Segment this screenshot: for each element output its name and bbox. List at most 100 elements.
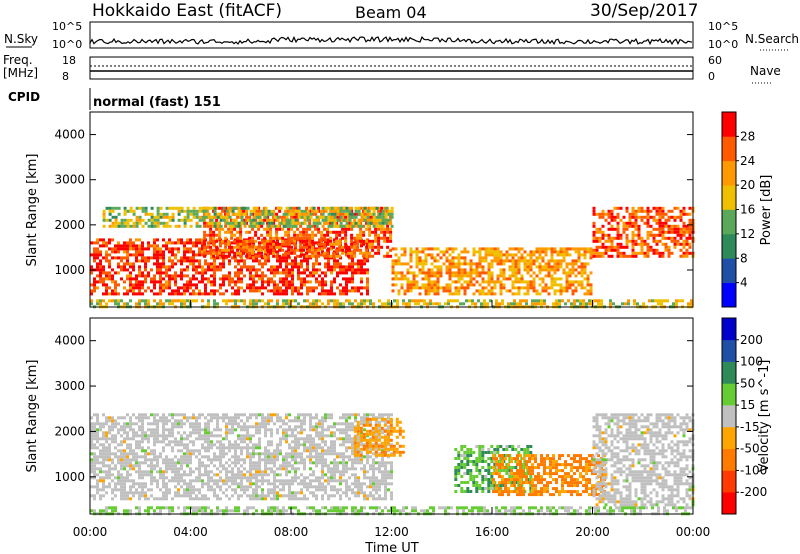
nsearch-tick-min: 10^0 [708,38,738,51]
echo-cell [505,277,509,281]
echo-cell [372,206,376,210]
echo-cell [135,470,138,474]
echo-cell [598,254,602,258]
echo-cell [141,256,144,260]
echo-cell [394,262,398,266]
echo-cell [111,268,114,272]
echo-cell [227,254,231,258]
echo-cell [195,449,198,453]
echo-cell [362,230,366,234]
echo-cell [129,485,132,489]
colorbar-segment [722,233,736,259]
echo-cell [99,422,102,426]
echo-cell [622,224,626,228]
echo-cell [279,494,282,498]
echo-cell [224,248,228,252]
echo-cell [123,244,126,248]
echo-cell [204,292,207,296]
echo-cell [633,302,636,306]
echo-cell [183,416,186,420]
echo-cell [156,470,159,474]
echo-cell [640,245,644,249]
echo-cell [108,262,111,266]
echo-cell [499,268,503,272]
echo-cell [228,440,231,444]
echo-cell [165,247,168,251]
echo-cell [547,262,551,266]
echo-cell [592,209,596,213]
echo-cell [129,224,133,228]
echo-cell [180,274,183,278]
echo-cell [225,476,228,480]
echo-cell [261,283,264,287]
echo-cell [520,277,524,281]
echo-cell [123,485,126,489]
echo-cell [660,299,663,303]
echo-cell [679,236,683,240]
echo-cell [228,209,232,213]
echo-cell [377,242,381,246]
echo-cell [616,206,620,210]
echo-cell [463,292,467,296]
echo-cell [245,239,249,243]
echo-cell [679,218,683,222]
echo-cell [559,265,563,269]
echo-cell [227,242,231,246]
echo-cell [216,416,219,420]
echo-cell [412,286,416,290]
echo-cell [165,476,168,480]
echo-cell [258,277,261,281]
echo-cell [207,419,210,423]
echo-cell [204,283,207,287]
echo-cell [207,265,210,269]
echo-cell [177,238,180,242]
echo-cell [105,283,108,287]
echo-cell [147,428,150,432]
echo-cell [299,242,303,246]
echo-cell [90,241,93,245]
echo-cell [311,230,315,234]
echo-cell [240,271,243,275]
echo-cell [215,245,219,249]
echo-cell [526,271,530,275]
echo-cell [207,212,211,216]
echo-cell [631,248,635,252]
echo-cell [279,437,282,441]
echo-cell [168,464,171,468]
echo-cell [225,422,228,426]
echo-cell [261,416,264,420]
echo-cell [661,233,665,237]
echo-cell [288,283,291,287]
echo-cell [267,455,270,459]
echo-cell [381,209,385,213]
echo-cell [580,283,584,287]
echo-cell [120,277,123,281]
echo-cell [282,212,286,216]
echo-cell [327,256,330,260]
echo-cell [258,215,262,219]
echo-cell [315,299,318,303]
echo-cell [108,455,111,459]
echo-cell [213,265,216,269]
echo-cell [269,236,273,240]
echo-cell [90,485,93,489]
echo-cell [168,458,171,462]
echo-cell [387,299,390,303]
echo-cell [105,476,108,480]
echo-cell [102,268,105,272]
echo-cell [631,224,635,228]
echo-cell [341,245,345,249]
echo-cell [234,479,237,483]
echo-cell [276,467,279,471]
echo-cell [159,434,162,438]
echo-cell [243,440,246,444]
echo-cell [433,274,437,278]
echo-cell [418,268,422,272]
echo-cell [543,302,546,306]
echo-cell [225,425,228,429]
echo-cell [285,265,288,269]
echo-cell [228,485,231,489]
echo-cell [282,437,285,441]
echo-cell [484,247,488,251]
echo-cell [342,268,345,272]
